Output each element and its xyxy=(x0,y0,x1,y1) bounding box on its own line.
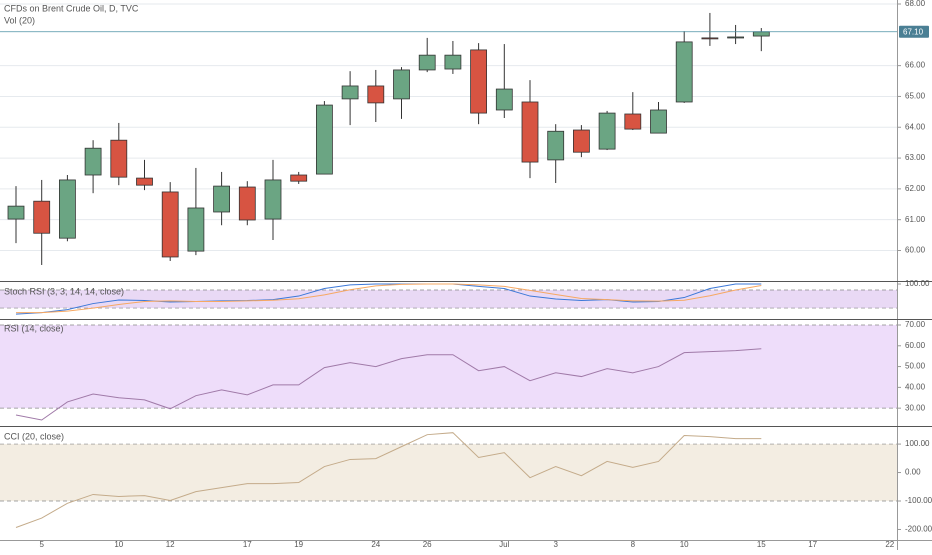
x-tick-label: 15 xyxy=(757,540,766,549)
y-tick-label: 62.00 xyxy=(905,184,926,193)
candle-body xyxy=(675,41,693,103)
indicator-line xyxy=(15,283,762,315)
candle-body xyxy=(264,179,282,220)
candle-body xyxy=(650,109,667,134)
y-tick-label: 60.00 xyxy=(905,341,926,350)
x-tick-label: 17 xyxy=(243,540,252,549)
x-tick-label: Jul xyxy=(499,540,509,549)
y-tick-label: 60.00 xyxy=(905,246,926,255)
y-tick-label: 65.00 xyxy=(905,92,926,101)
last-price-box xyxy=(899,25,929,38)
x-tick-label: 12 xyxy=(166,540,175,549)
pane-title: CCI (20, close) xyxy=(4,431,64,441)
candle-body xyxy=(444,54,462,70)
y-tick-label: 50.00 xyxy=(905,362,926,371)
candle-body xyxy=(573,129,590,153)
x-tick-label: 24 xyxy=(371,540,380,549)
pane-title: Stoch RSI (3, 3, 14, 14, close) xyxy=(4,286,124,296)
y-tick-label: -100.00 xyxy=(905,496,932,505)
x-tick-label: 3 xyxy=(553,540,558,549)
pane-title: RSI (14, close) xyxy=(4,323,64,333)
candle-body xyxy=(701,37,719,40)
y-tick-label: 30.00 xyxy=(905,403,926,412)
pane-subtitle: Vol (20) xyxy=(4,15,35,25)
pane-title: CFDs on Brent Crude Oil, D, TVC xyxy=(4,3,139,13)
candle-body xyxy=(213,185,231,213)
y-tick-label: 61.00 xyxy=(905,215,926,224)
candle-body xyxy=(84,147,102,176)
y-tick-label: 63.00 xyxy=(905,153,926,162)
y-tick-label: -200.00 xyxy=(905,525,932,534)
indicator-line xyxy=(15,348,762,421)
indicator-line xyxy=(16,283,762,314)
candle-body xyxy=(341,85,359,100)
x-tick-label: 8 xyxy=(631,540,636,549)
indicator-band xyxy=(0,444,897,502)
candle-body xyxy=(290,174,308,182)
candle-body xyxy=(367,85,385,104)
y-tick-label: 100.00 xyxy=(905,279,930,288)
indicator-line xyxy=(15,432,762,528)
x-tick-label: 5 xyxy=(39,540,44,549)
candle-body xyxy=(727,36,744,39)
y-tick-label: 40.00 xyxy=(905,382,926,391)
last-price-label: 67.10 xyxy=(903,27,924,36)
candle-body xyxy=(752,31,770,37)
candle-body xyxy=(161,191,179,258)
candle-body xyxy=(521,101,539,163)
candle-body xyxy=(393,69,410,100)
x-tick-label: 19 xyxy=(294,540,303,549)
x-tick-label: 10 xyxy=(114,540,123,549)
x-tick-label: 22 xyxy=(885,540,894,549)
candle-body xyxy=(598,112,616,150)
indicator-band xyxy=(0,324,897,409)
candle-body xyxy=(110,139,128,178)
candle-body xyxy=(33,200,51,234)
candle-body xyxy=(7,205,25,220)
candle-body xyxy=(136,177,153,186)
x-tick-label: 17 xyxy=(808,540,817,549)
candle-body xyxy=(187,207,205,252)
x-tick-label: 10 xyxy=(680,540,689,549)
candle-body xyxy=(470,49,488,114)
candle-body xyxy=(418,54,436,71)
y-tick-label: 0.00 xyxy=(905,468,921,477)
indicator-band xyxy=(0,290,897,309)
y-tick-label: 66.00 xyxy=(905,61,926,70)
candle-body xyxy=(238,186,256,221)
y-tick-label: 68.00 xyxy=(905,0,926,8)
y-tick-label: 64.00 xyxy=(905,122,926,131)
x-tick-label: 26 xyxy=(423,540,432,549)
candle-body xyxy=(624,113,642,130)
y-tick-label: 70.00 xyxy=(905,320,926,329)
candle-body xyxy=(495,88,513,111)
y-tick-label: 100.00 xyxy=(905,439,930,448)
candle-body xyxy=(59,179,76,239)
candle-body xyxy=(315,104,333,175)
candle-body xyxy=(547,130,565,161)
